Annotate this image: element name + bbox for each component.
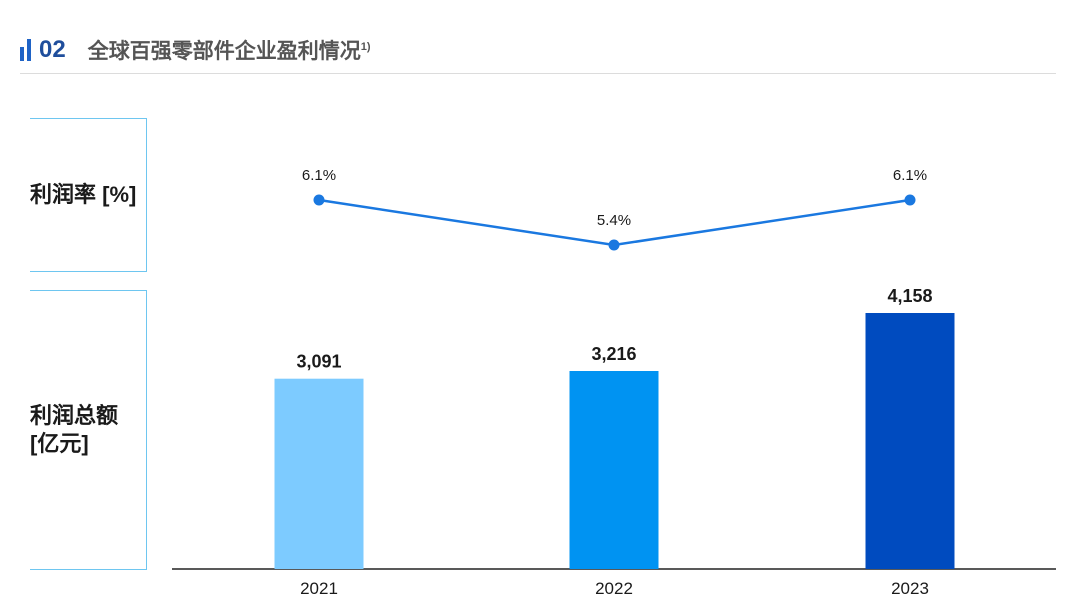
bar-value-label-2022: 3,216 <box>591 344 636 364</box>
section-marker-icon <box>20 39 31 61</box>
x-tick-label-2021: 2021 <box>300 579 338 598</box>
total-axis-label-line2: [亿元] <box>30 431 89 456</box>
x-tick-label-2023: 2023 <box>891 579 929 598</box>
rate-axis-label: 利润率 [%] <box>30 181 136 209</box>
title-footnote: 1) <box>360 41 371 53</box>
rate-point-2023 <box>904 194 916 206</box>
section-number: 02 <box>39 36 66 63</box>
rate-value-label-2023: 6.1% <box>893 167 927 184</box>
page-title-text: 全球百强零部件企业盈利情况 <box>87 40 361 63</box>
total-axis-label-line1: 利润总额 <box>30 403 119 428</box>
total-axis-label: 利润总额 [亿元] <box>30 402 118 458</box>
x-tick-label-2022: 2022 <box>595 579 633 598</box>
rate-label-box: 利润率 [%] <box>30 118 147 272</box>
rate-value-label-2021: 6.1% <box>302 167 336 184</box>
page-title: 全球百强零部件企业盈利情况1) <box>88 35 371 65</box>
section-header: 02 全球百强零部件企业盈利情况1) <box>20 30 370 70</box>
bar-value-label-2021: 3,091 <box>296 352 341 372</box>
rate-point-2021 <box>313 194 325 206</box>
bar-2022 <box>569 370 659 569</box>
bar-2021 <box>274 378 364 569</box>
rate-axis-label-text: 利润率 [%] <box>30 182 137 207</box>
rate-point-2022 <box>608 239 620 251</box>
bar-2023 <box>865 313 955 569</box>
header-divider <box>20 73 1056 74</box>
rate-value-label-2022: 5.4% <box>597 212 631 229</box>
bar-value-label-2023: 4,158 <box>887 286 932 306</box>
total-label-box: 利润总额 [亿元] <box>30 290 147 570</box>
